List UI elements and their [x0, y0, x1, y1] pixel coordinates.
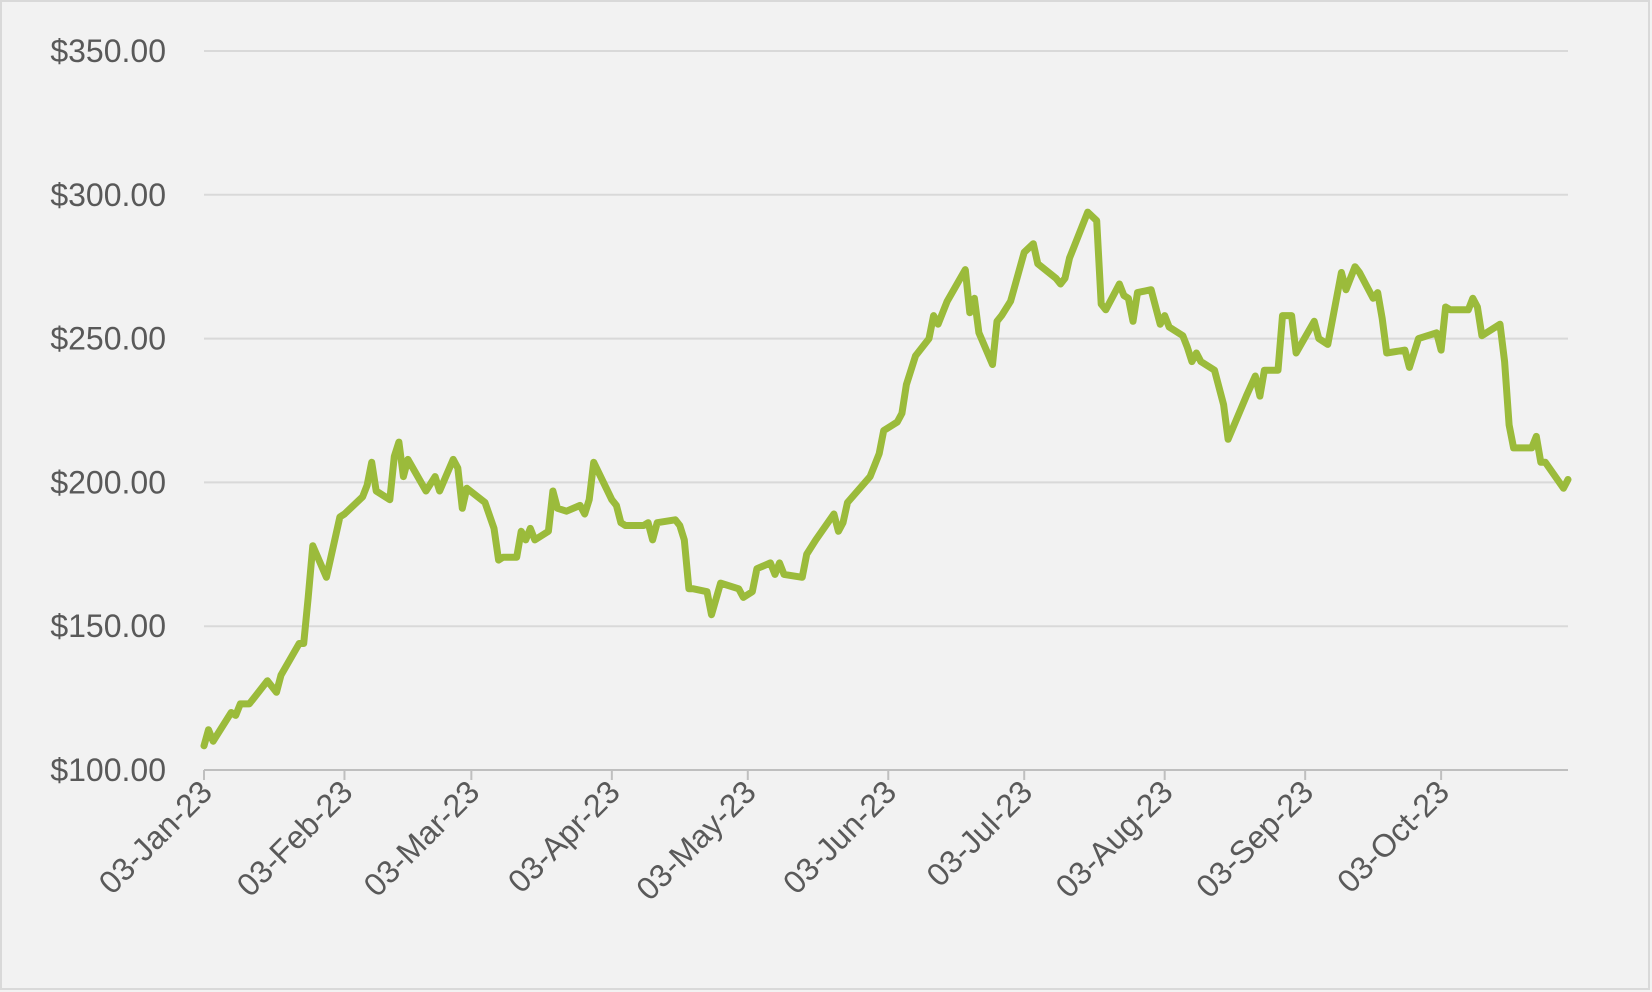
y-tick-label: $150.00	[50, 608, 166, 644]
price-line	[200, 208, 1572, 750]
y-tick-label: $300.00	[50, 177, 166, 213]
y-tick-label: $250.00	[50, 321, 166, 357]
y-tick-label: $100.00	[50, 752, 166, 788]
y-tick-label: $200.00	[50, 464, 166, 500]
y-tick-label: $350.00	[50, 33, 166, 69]
